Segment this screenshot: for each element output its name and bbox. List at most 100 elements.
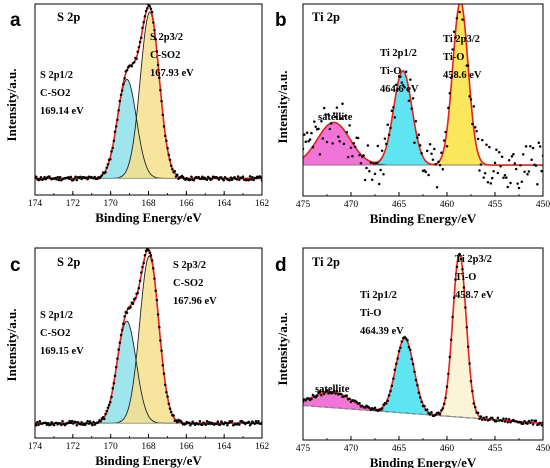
data-point: [376, 144, 380, 148]
data-point: [332, 389, 336, 393]
data-point: [466, 64, 470, 67]
data-point: [416, 383, 419, 387]
data-point: [322, 392, 326, 396]
data-point: [468, 362, 471, 365]
data-point: [215, 422, 218, 426]
peak-fill-1: [35, 256, 262, 424]
data-point: [372, 408, 375, 411]
data-point: [134, 297, 137, 300]
peak-annotation: satellite: [315, 384, 350, 395]
data-point: [324, 113, 327, 116]
peak-annotation: S 2p1/2: [40, 310, 73, 321]
data-point: [129, 305, 132, 309]
data-point: [404, 337, 408, 340]
data-point: [44, 421, 48, 425]
data-point: [521, 153, 525, 156]
data-point: [475, 130, 478, 133]
data-point: [137, 45, 141, 49]
data-point: [414, 378, 418, 382]
data-point: [428, 413, 432, 416]
data-point: [93, 175, 96, 179]
data-point: [91, 423, 94, 427]
peak-annotation: satellite: [318, 112, 353, 123]
data-point: [216, 420, 220, 423]
data-point: [519, 164, 522, 167]
data-point: [344, 114, 347, 118]
data-point: [110, 150, 113, 153]
data-point: [327, 113, 330, 116]
data-point: [507, 158, 511, 162]
x-tick-label: 162: [255, 442, 270, 452]
data-point: [52, 423, 56, 427]
data-point: [452, 296, 456, 299]
data-point: [363, 178, 367, 182]
data-point: [222, 178, 226, 182]
data-point: [198, 419, 202, 423]
data-point: [441, 407, 445, 410]
data-point: [165, 139, 168, 142]
data-point: [540, 169, 543, 173]
data-point: [339, 117, 343, 120]
data-point: [379, 168, 382, 172]
data-point: [331, 142, 334, 145]
data-point: [50, 421, 53, 424]
data-point: [503, 420, 507, 423]
data-point: [92, 420, 95, 424]
data-point: [389, 389, 392, 393]
data-point: [363, 406, 367, 409]
data-point: [512, 152, 515, 156]
data-point: [466, 345, 470, 348]
data-point: [464, 306, 467, 309]
panel-title: Ti 2p: [312, 10, 340, 24]
data-point: [191, 420, 194, 423]
data-point: [407, 99, 411, 103]
data-point: [414, 119, 418, 123]
data-point: [465, 325, 469, 329]
x-axis-label: Binding Energy/eV: [95, 210, 202, 225]
data-point: [140, 271, 143, 274]
data-point: [152, 267, 155, 270]
data-point: [399, 346, 402, 350]
panel-letter: b: [275, 10, 287, 31]
x-tick-label: 470: [344, 444, 359, 454]
data-point: [386, 399, 389, 403]
data-point: [224, 421, 228, 425]
data-point: [138, 40, 142, 44]
data-point: [205, 178, 209, 182]
data-point: [325, 140, 329, 144]
data-point: [247, 420, 251, 424]
data-point: [73, 177, 76, 181]
data-point: [199, 177, 203, 181]
data-point: [148, 251, 151, 255]
envelope-line: [303, 4, 543, 166]
data-point: [517, 186, 521, 190]
data-point: [112, 139, 116, 143]
data-point: [161, 363, 165, 367]
data-point: [99, 420, 102, 423]
data-point: [163, 383, 167, 387]
data-point: [86, 419, 89, 423]
data-point: [189, 178, 192, 182]
data-point: [334, 392, 337, 395]
peak-annotation: Ti 2p1/2: [360, 290, 397, 301]
peak-annotation: 464.39 eV: [360, 326, 404, 337]
data-point: [150, 259, 154, 262]
data-point: [229, 176, 233, 179]
data-point: [409, 78, 412, 81]
data-point: [417, 133, 421, 137]
data-point: [205, 420, 209, 423]
data-point: [328, 127, 332, 131]
data-point: [435, 186, 439, 189]
data-point: [110, 395, 113, 399]
data-point: [393, 368, 397, 372]
data-point: [479, 163, 483, 166]
data-point: [106, 163, 110, 166]
data-point: [154, 38, 157, 41]
data-point: [123, 77, 126, 80]
data-point: [166, 395, 169, 398]
data-point: [424, 170, 428, 174]
data-point: [489, 182, 493, 185]
data-point: [173, 169, 177, 173]
data-point: [400, 81, 404, 84]
panel-letter: d: [275, 255, 287, 276]
